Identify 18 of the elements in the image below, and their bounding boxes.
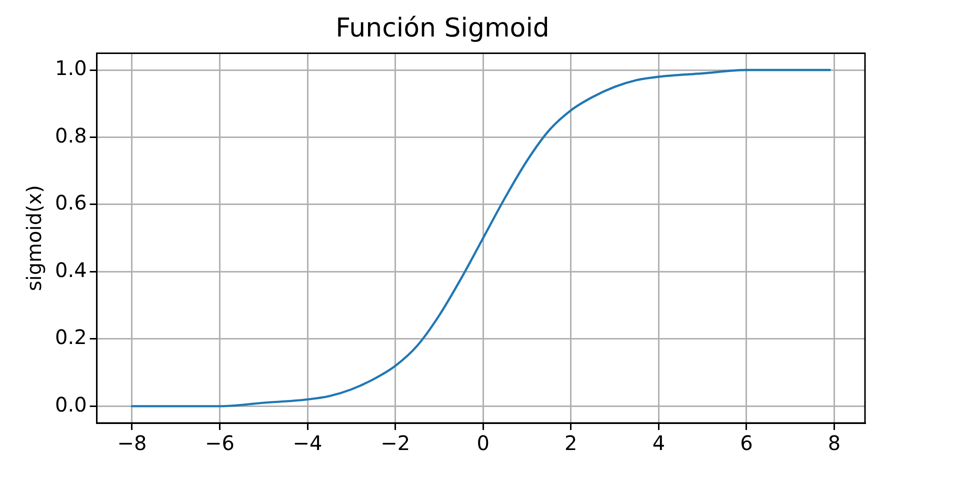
- y-tick-label: 0.6: [54, 190, 87, 215]
- y-tick-label: 0.0: [54, 392, 87, 416]
- x-tick-label: 2: [564, 431, 578, 456]
- y-tick-label: 0.2: [54, 325, 87, 350]
- x-tick-label: −6: [204, 431, 234, 456]
- x-tick-label: 4: [652, 431, 666, 456]
- x-tick-label: −4: [292, 431, 322, 456]
- y-tick-label: 0.8: [54, 123, 87, 148]
- line-series: [130, 68, 831, 408]
- chart-title: Función Sigmoid: [336, 13, 550, 44]
- y-tick-label: 1.0: [54, 56, 87, 80]
- x-tick-label: −2: [380, 431, 410, 456]
- x-tick-label: 8: [828, 431, 841, 456]
- y-tick-label: 0.4: [54, 258, 87, 282]
- x-tick-label: 6: [740, 431, 753, 456]
- y-axis-title: sigmoid(x): [22, 185, 46, 292]
- x-tick-label: −8: [117, 431, 147, 456]
- x-tick-label: 0: [476, 431, 490, 456]
